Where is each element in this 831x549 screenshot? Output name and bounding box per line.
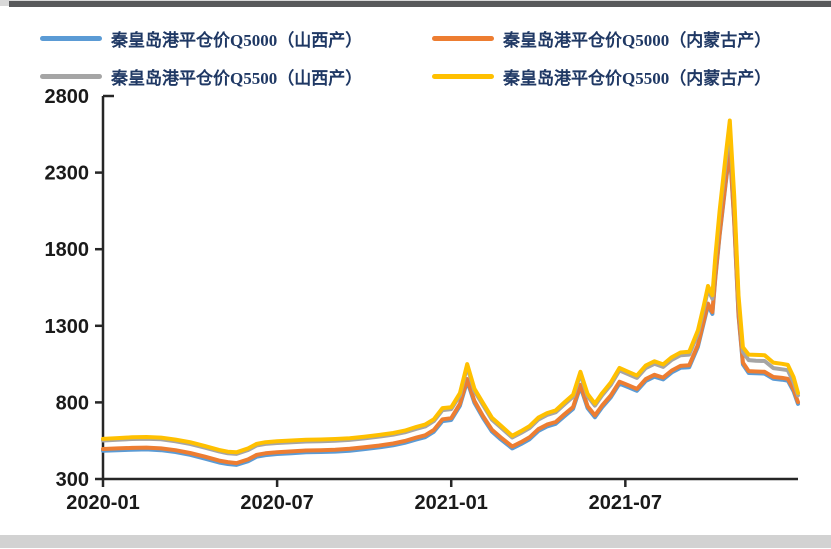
legend-label: 秦皇岛港平仓价Q5000（山西产） [111, 31, 363, 50]
legend: 秦皇岛港平仓价Q5000（山西产） 秦皇岛港平仓价Q5000（内蒙古产） 秦皇岛港平… [40, 26, 771, 89]
legend-line-swatch [432, 74, 494, 79]
page-bottom-bar [0, 535, 831, 548]
x-tick-label: 2021-01 [415, 492, 488, 514]
x-tick-label: 2020-07 [240, 492, 313, 514]
y-tick-label: 2800 [45, 86, 90, 108]
legend-line-swatch [40, 36, 102, 41]
legend-item: 秦皇岛港平仓价Q5500（山西产） [40, 64, 432, 89]
y-tick-label: 1800 [45, 239, 90, 261]
series-line-3 [101, 118, 800, 455]
y-tick-label: 2300 [45, 163, 90, 185]
series-line-1 [101, 144, 800, 466]
x-tick-label: 2021-07 [589, 492, 662, 514]
legend-line-swatch [40, 74, 102, 79]
legend-item: 秦皇岛港平仓价Q5000（山西产） [40, 26, 432, 51]
legend-item: 秦皇岛港平仓价Q5000（内蒙古产） [432, 26, 771, 51]
y-tick-label: 800 [56, 392, 89, 414]
y-tick-label: 300 [56, 469, 89, 491]
legend-label: 秦皇岛港平仓价Q5000（内蒙古产） [503, 31, 772, 50]
legend-item: 秦皇岛港平仓价Q5500（内蒙古产） [432, 64, 771, 89]
x-tick-label: 2020-01 [66, 492, 139, 514]
legend-label: 秦皇岛港平仓价Q5500（山西产） [111, 69, 363, 88]
y-tick-label: 1300 [45, 316, 90, 338]
page-top-bar [9, 1, 831, 7]
legend-label: 秦皇岛港平仓价Q5500（内蒙古产） [503, 69, 772, 88]
legend-line-swatch [432, 36, 494, 41]
